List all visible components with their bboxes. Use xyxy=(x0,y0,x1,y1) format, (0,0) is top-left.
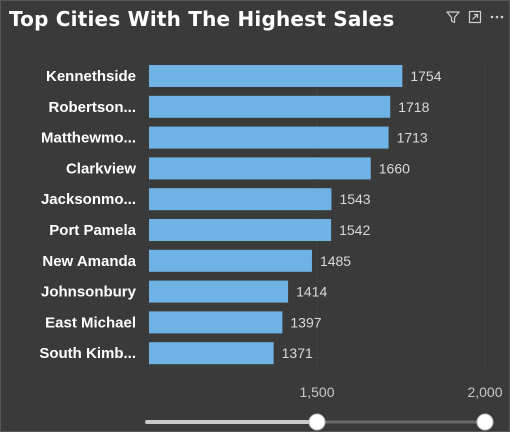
category-label: Matthewmo... xyxy=(41,130,136,147)
slider-handle-high[interactable] xyxy=(476,413,494,431)
value-label: 1397 xyxy=(290,314,321,330)
value-label: 1660 xyxy=(379,160,410,176)
bar-6[interactable] xyxy=(149,219,332,241)
bar-4[interactable] xyxy=(149,157,371,180)
visual-header xyxy=(445,9,505,25)
bar-5[interactable] xyxy=(149,188,332,211)
value-label: 1542 xyxy=(339,222,370,238)
chart-title: Top Cities With The Highest Sales xyxy=(9,7,395,31)
filter-icon[interactable] xyxy=(445,9,461,25)
value-label: 1718 xyxy=(398,99,429,115)
category-label: New Amanda xyxy=(42,253,136,270)
bar-9[interactable] xyxy=(149,311,283,334)
value-label: 1414 xyxy=(296,284,327,300)
more-options-icon[interactable] xyxy=(489,9,505,25)
bar-8[interactable] xyxy=(149,280,289,303)
value-label: 1371 xyxy=(282,345,313,361)
value-label: 1754 xyxy=(410,68,441,84)
bar-1[interactable] xyxy=(149,65,403,87)
bar-7[interactable] xyxy=(149,249,312,272)
category-label: South Kimb... xyxy=(39,345,136,362)
bar-10[interactable] xyxy=(149,342,274,365)
bar-3[interactable] xyxy=(149,126,389,149)
category-label: Johnsonbury xyxy=(41,284,137,301)
slider-handle-low[interactable] xyxy=(308,413,326,431)
category-label: Clarkview xyxy=(66,160,136,177)
x-tick-label: 2,000 xyxy=(467,384,502,400)
category-label: Robertson... xyxy=(48,99,136,116)
bar-2[interactable] xyxy=(149,95,391,118)
value-label: 1543 xyxy=(339,191,370,207)
category-label: Jacksonmo... xyxy=(41,191,136,208)
value-label: 1713 xyxy=(397,130,428,146)
category-label: Kennethside xyxy=(46,68,136,85)
focus-mode-icon[interactable] xyxy=(467,9,483,25)
category-label: Port Pamela xyxy=(49,222,136,239)
x-tick-label: 1,500 xyxy=(299,384,334,400)
category-label: East Michael xyxy=(45,314,136,331)
value-label: 1485 xyxy=(320,253,351,269)
